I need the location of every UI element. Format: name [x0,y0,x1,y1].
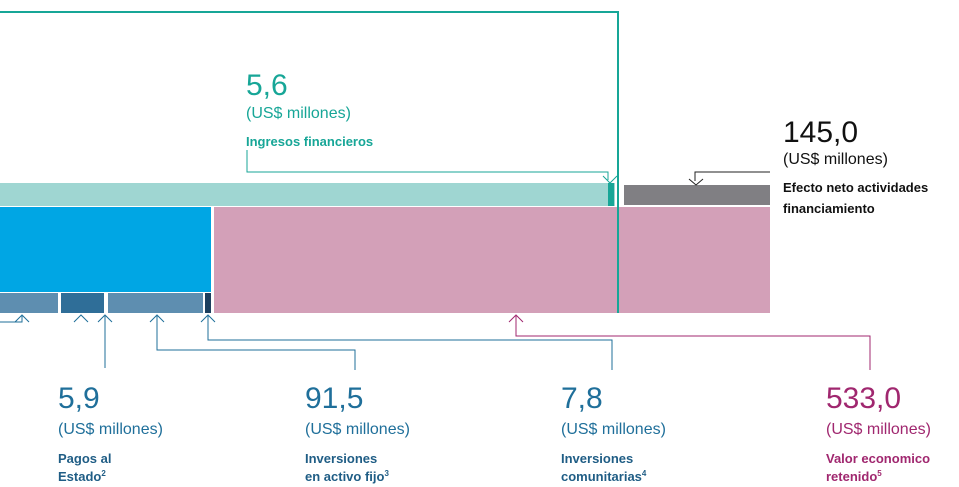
label: en activo fijo3 [305,469,389,484]
distributed-block [0,207,211,292]
financial-income-bar [0,183,615,206]
callout: 533,0 (US$ millones) Valor economico ret… [826,382,931,484]
note: 5 [877,469,882,478]
unit: (US$ millones) [783,151,888,168]
callout: 5,9 (US$ millones) Pagos al Estado2 [58,382,163,484]
label: Estado2 [58,469,106,484]
unit: (US$ millones) [561,421,666,438]
caret [602,175,618,184]
label: Efecto neto actividades [783,180,928,195]
label: Valor economico [826,451,930,466]
callout: 5,6 (US$ millones) Ingresos financieros [246,69,373,149]
note: 3 [384,469,389,478]
label: comunitarias4 [561,469,647,484]
label-text: retenido [826,469,877,484]
connector [694,171,770,181]
callout: 7,8 (US$ millones) Inversiones comunitar… [561,382,666,484]
label-text: en activo fijo [305,469,385,484]
label-text: Estado [58,469,101,484]
segment [61,293,104,313]
label: financiamiento [783,201,875,216]
financial-income-segment [608,183,614,206]
value: 533,0 [826,382,901,415]
label: Pagos al [58,451,111,466]
callout: 145,0 (US$ millones) Efecto neto activid… [783,116,928,216]
value: 5,6 [246,69,288,102]
bottom-connectors [0,314,613,370]
note: 2 [101,469,106,478]
unit: (US$ millones) [246,105,351,122]
segment [205,293,211,313]
label: retenido5 [826,469,882,484]
label: Inversiones [305,451,377,466]
segment [0,293,58,313]
value: 7,8 [561,382,603,415]
unit: (US$ millones) [58,421,163,438]
callout: 91,5 (US$ millones) Inversiones en activ… [305,382,410,484]
retained-block [214,207,770,313]
label-text: comunitarias [561,469,642,484]
financing-bar [624,185,770,205]
unit: (US$ millones) [305,421,410,438]
value: 91,5 [305,382,363,415]
connector [246,150,609,180]
segment [108,293,203,313]
unit: (US$ millones) [826,421,931,438]
teal-outline [0,11,619,313]
value: 145,0 [783,116,858,149]
value: 5,9 [58,382,100,415]
retained-connector [508,314,871,370]
caret [688,178,704,186]
note: 4 [642,469,647,478]
label: Inversiones [561,451,633,466]
label: Ingresos financieros [246,134,373,149]
